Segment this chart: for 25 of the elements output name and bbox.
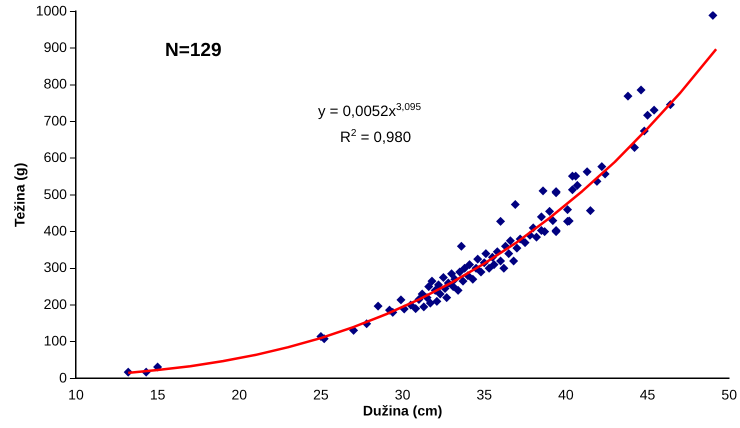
y-tick-label: 100 — [44, 332, 68, 349]
y-tick-label: 800 — [44, 76, 68, 92]
x-tick-label: 50 — [721, 386, 738, 403]
y-tick-label: 500 — [44, 186, 68, 202]
annotation: y = 0,0052x$^{3,095}$ — [318, 102, 422, 120]
y-tick-label: 200 — [44, 296, 68, 312]
y-axis-title: Težina (g) — [11, 162, 28, 228]
y-tick-label: 900 — [44, 38, 68, 55]
x-tick-label: 45 — [640, 386, 656, 403]
x-tick-label: 25 — [313, 386, 329, 403]
y-tick-label: 1000 — [36, 2, 68, 18]
y-tick-label: 600 — [44, 149, 68, 166]
x-tick-label: 10 — [68, 386, 84, 403]
y-tick-label: 700 — [44, 112, 68, 128]
x-tick-label: 30 — [394, 386, 411, 403]
y-tick-label: 400 — [44, 222, 68, 238]
y-tick-label: 300 — [44, 259, 68, 276]
annotation: N=129 — [165, 40, 222, 62]
x-tick-label: 15 — [150, 386, 166, 403]
annotation: R$^{2}$ = 0,980 — [340, 128, 412, 146]
x-axis-title: Dužina (cm) — [362, 402, 442, 418]
x-tick-label: 35 — [476, 386, 492, 403]
y-tick-label: 0 — [59, 369, 68, 386]
x-tick-label: 20 — [231, 386, 248, 403]
x-tick-label: 40 — [558, 386, 574, 403]
